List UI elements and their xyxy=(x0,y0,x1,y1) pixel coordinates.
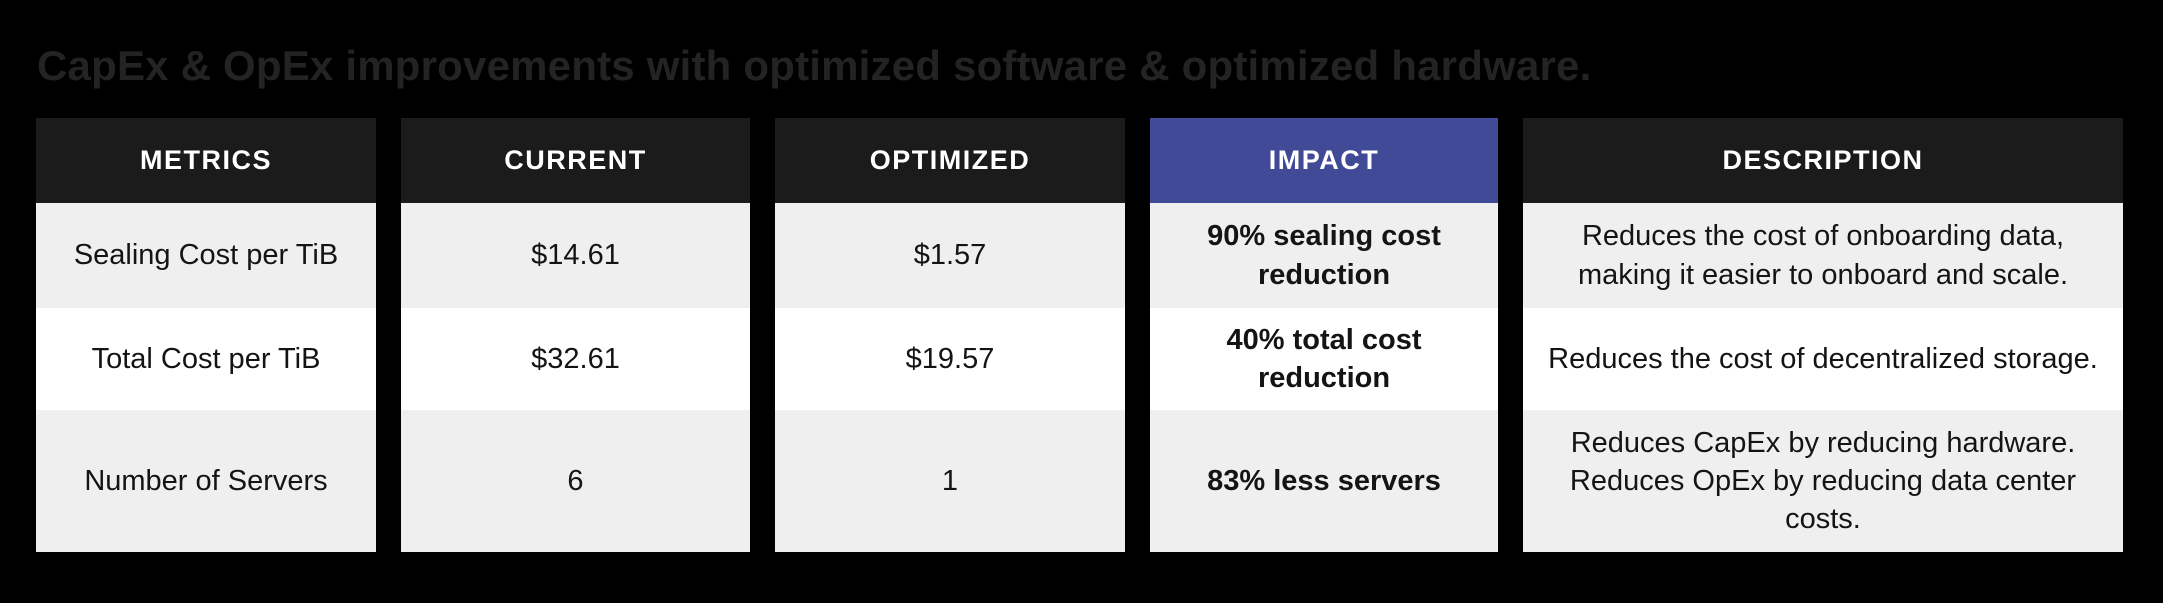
cell-row1-current: $14.61 xyxy=(401,203,750,308)
cell-row2-metric: Total Cost per TiB xyxy=(36,308,376,410)
column-header-description: DESCRIPTION xyxy=(1523,118,2123,203)
cell-row1-optimized: $1.57 xyxy=(775,203,1125,308)
column-header-optimized: OPTIMIZED xyxy=(775,118,1125,203)
cell-row1-description: Reduces the cost of onboarding data, mak… xyxy=(1523,203,2123,308)
cell-row1-impact: 90% sealing cost reduction xyxy=(1150,203,1498,308)
comparison-table: METRICS CURRENT OPTIMIZED IMPACT DESCRIP… xyxy=(36,118,2123,552)
page-title: CapEx & OpEx improvements with optimized… xyxy=(37,42,1592,89)
cell-row1-metric: Sealing Cost per TiB xyxy=(36,203,376,308)
cell-row2-impact: 40% total cost reduction xyxy=(1150,308,1498,410)
cell-row2-description: Reduces the cost of decentralized storag… xyxy=(1523,308,2123,410)
cell-row3-description: Reduces CapEx by reducing hardware. Redu… xyxy=(1523,410,2123,552)
cell-row3-current: 6 xyxy=(401,410,750,552)
column-header-impact: IMPACT xyxy=(1150,118,1498,203)
cell-row3-impact: 83% less servers xyxy=(1150,410,1498,552)
column-header-metrics: METRICS xyxy=(36,118,376,203)
cell-row3-optimized: 1 xyxy=(775,410,1125,552)
column-header-current: CURRENT xyxy=(401,118,750,203)
cell-row2-optimized: $19.57 xyxy=(775,308,1125,410)
cell-row3-metric: Number of Servers xyxy=(36,410,376,552)
cell-row2-current: $32.61 xyxy=(401,308,750,410)
